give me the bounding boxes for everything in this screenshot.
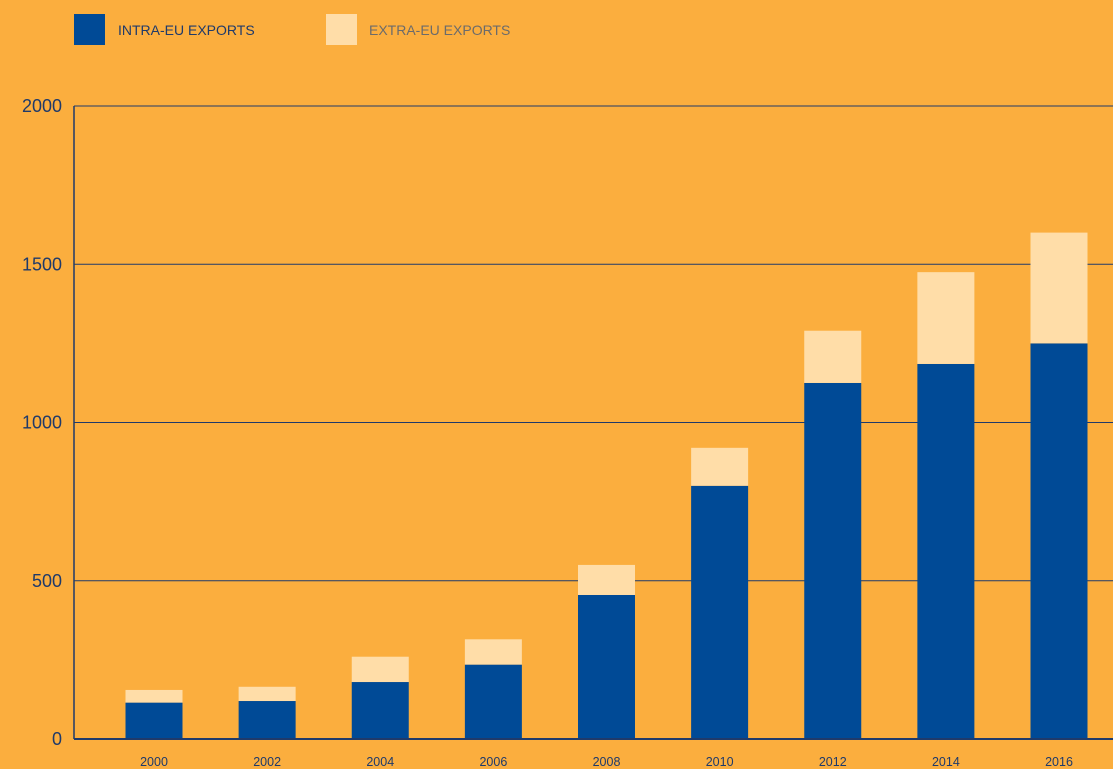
- x-axis-ticks: 2000 2002 2004 2006 2008 2010 2012 2014 2016: [140, 755, 1073, 769]
- x-tick-label: 2002: [253, 755, 281, 769]
- bar-extra-eu-2002: [238, 686, 296, 702]
- legend-swatch-extra-eu: [326, 14, 357, 45]
- bar-intra-eu-2010: [691, 485, 749, 739]
- y-tick-label: 1500: [22, 254, 62, 274]
- legend: INTRA-EU EXPORTS EXTRA-EU EXPORTS: [74, 14, 510, 45]
- x-tick-label: 2006: [479, 755, 507, 769]
- y-axis-ticks: 0 500 1000 1500 2000: [22, 96, 62, 749]
- x-tick-label: 2000: [140, 755, 168, 769]
- y-tick-label: 500: [32, 571, 62, 591]
- bar-extra-eu-2010: [691, 447, 749, 486]
- bar-intra-eu-2004: [351, 682, 409, 739]
- bar-extra-eu-2014: [917, 272, 975, 364]
- bar-extra-eu-2000: [125, 689, 183, 703]
- x-tick-label: 2008: [593, 755, 621, 769]
- y-tick-label: 2000: [22, 96, 62, 116]
- bar-extra-eu-2008: [578, 564, 635, 595]
- x-tick-label: 2012: [819, 755, 847, 769]
- x-tick-label: 2014: [932, 755, 960, 769]
- bars: [125, 232, 1088, 739]
- x-tick-label: 2004: [366, 755, 394, 769]
- bar-intra-eu-2002: [238, 701, 296, 739]
- bar-intra-eu-2000: [125, 702, 183, 739]
- bar-intra-eu-2008: [578, 594, 635, 739]
- bar-extra-eu-2016: [1030, 232, 1088, 344]
- y-tick-label: 1000: [22, 413, 62, 433]
- legend-label-extra-eu: EXTRA-EU EXPORTS: [369, 22, 510, 38]
- x-tick-label: 2010: [706, 755, 734, 769]
- legend-swatch-intra-eu: [74, 14, 105, 45]
- bar-intra-eu-2006: [464, 664, 522, 739]
- bar-intra-eu-2012: [804, 382, 862, 739]
- x-tick-label: 2016: [1045, 755, 1073, 769]
- bar-extra-eu-2006: [464, 639, 522, 665]
- bar-intra-eu-2014: [917, 363, 975, 739]
- y-tick-label: 0: [52, 729, 62, 749]
- bar-intra-eu-2016: [1030, 343, 1088, 739]
- legend-label-intra-eu: INTRA-EU EXPORTS: [118, 22, 255, 38]
- bar-extra-eu-2012: [804, 330, 862, 383]
- bar-extra-eu-2004: [351, 656, 409, 683]
